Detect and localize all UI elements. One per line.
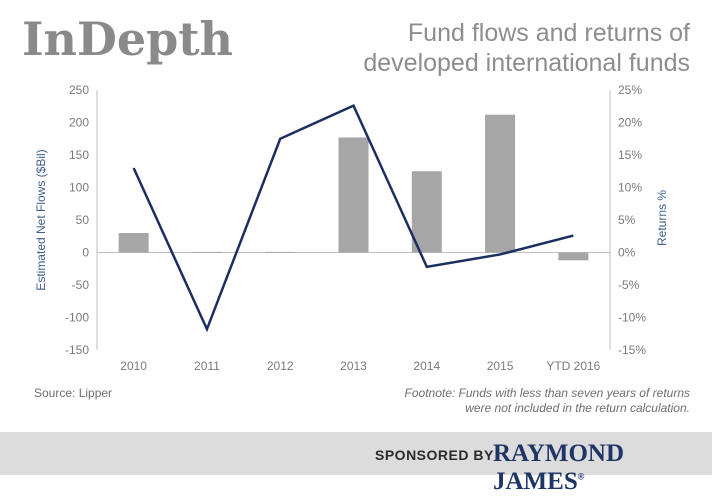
right-tick-label: 15% (618, 148, 642, 162)
bar (119, 233, 149, 253)
left-tick-label: 0 (82, 246, 89, 260)
footnote-line-2: were not included in the return calculat… (330, 401, 690, 416)
right-tick-label: 10% (618, 181, 642, 195)
x-tick-label: 2015 (487, 359, 514, 373)
right-tick-label: 5% (618, 213, 636, 227)
left-tick-label: -150 (65, 343, 89, 357)
x-tick-label: 2011 (194, 359, 220, 373)
x-tick-label: 2013 (340, 359, 367, 373)
bar (412, 171, 442, 252)
left-tick-label: 100 (69, 181, 89, 195)
left-tick-label: 50 (76, 213, 90, 227)
x-tick-label: YTD 2016 (546, 359, 600, 373)
right-tick-label: -5% (618, 278, 640, 292)
sponsor-label: SPONSORED BY (375, 447, 494, 463)
sponsor-logo[interactable]: RAYMOND JAMES® (493, 440, 712, 496)
x-tick-label: 2010 (120, 359, 147, 373)
sponsor-bar: SPONSORED BY RAYMOND JAMES® (0, 432, 712, 475)
left-tick-label: 250 (69, 83, 89, 97)
right-tick-label: 25% (618, 83, 642, 97)
x-tick-label: 2014 (413, 359, 440, 373)
left-tick-label: -50 (72, 278, 90, 292)
footnote: Footnote: Funds with less than seven yea… (330, 386, 690, 416)
registered-mark: ® (578, 472, 585, 482)
source-note: Source: Lipper (34, 386, 112, 400)
left-axis-title: Estimated Net Flows ($Bil) (34, 149, 48, 290)
left-tick-label: 200 (69, 116, 89, 130)
bar (265, 252, 295, 253)
right-tick-label: -10% (618, 311, 646, 325)
bar (192, 252, 222, 253)
footnote-line-1: Footnote: Funds with less than seven yea… (330, 386, 690, 401)
sponsor-logo-text: RAYMOND JAMES (493, 440, 624, 495)
right-tick-label: -15% (618, 343, 646, 357)
left-tick-label: -100 (65, 311, 89, 325)
x-tick-label: 2012 (267, 359, 294, 373)
right-tick-label: 20% (618, 116, 642, 130)
bar (339, 137, 369, 252)
left-tick-label: 150 (69, 148, 89, 162)
bar (485, 115, 515, 253)
bar (558, 253, 588, 261)
right-axis-title: Returns % (655, 190, 669, 246)
right-tick-label: 0% (618, 246, 636, 260)
